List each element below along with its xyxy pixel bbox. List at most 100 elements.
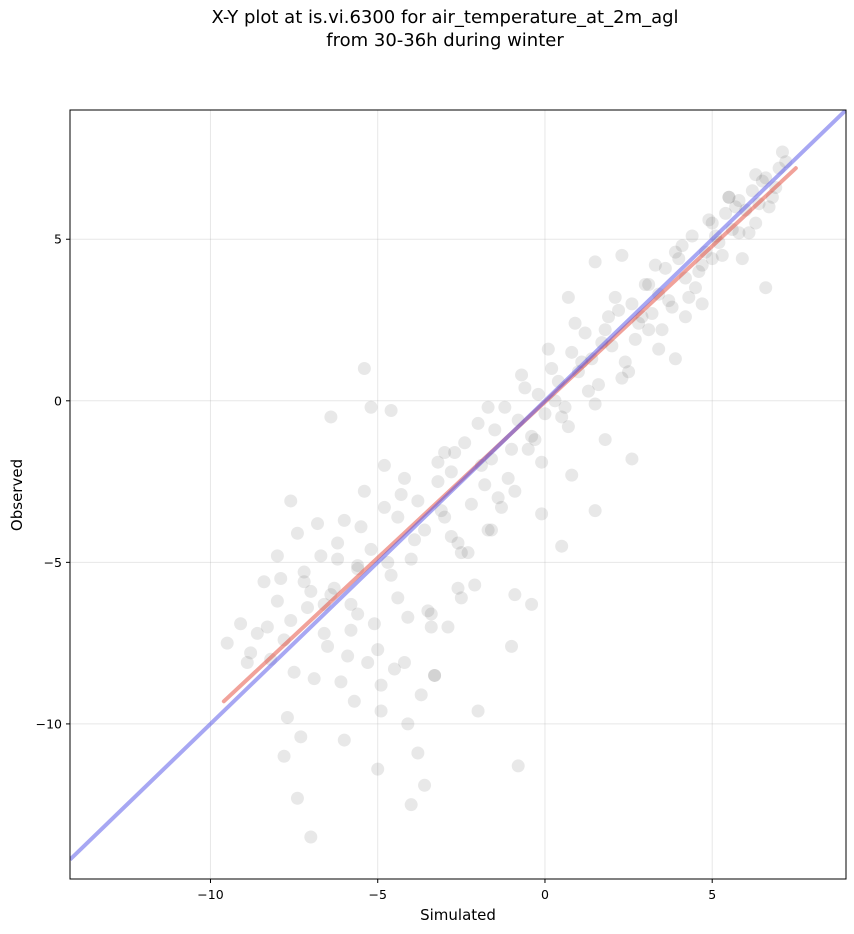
scatter-point [327, 581, 341, 595]
scatter-point [337, 733, 351, 747]
scatter-point [434, 504, 448, 518]
scatter-point [431, 455, 445, 469]
scatter-point [591, 378, 605, 392]
scatter-point [692, 265, 706, 279]
scatter-point [752, 197, 766, 211]
scatter-point [668, 352, 682, 366]
x-tick-label: −5 [369, 887, 387, 902]
scatter-point [387, 662, 401, 676]
scatter-point [719, 206, 733, 220]
scatter-point [702, 213, 716, 227]
scatter-point [290, 526, 304, 540]
scatter-point [695, 258, 709, 272]
scatter-point [705, 216, 719, 230]
scatter-point [695, 297, 709, 311]
scatter-point [675, 239, 689, 253]
scatter-point [401, 610, 415, 624]
scatter-point [685, 229, 699, 243]
scatter-point [555, 410, 569, 424]
scatter-point [311, 517, 325, 531]
scatter-point [280, 710, 294, 724]
scatter-point [377, 458, 391, 472]
scatter-point [481, 400, 495, 414]
scatter-point [324, 588, 338, 602]
scatter-point [307, 672, 321, 686]
scatter-point [351, 607, 365, 621]
scatter-point [505, 639, 519, 653]
scatter-point [759, 281, 773, 295]
scatter-point [471, 416, 485, 430]
scatter-point [652, 287, 666, 301]
scatter-point [588, 397, 602, 411]
scatter-point [759, 171, 773, 185]
scatter-point [749, 216, 763, 230]
scatter-point [341, 649, 355, 663]
scatter-point [464, 497, 478, 511]
scatter-point [565, 345, 579, 359]
scatter-point [444, 530, 458, 544]
scatter-point [548, 394, 562, 408]
scatter-point [538, 407, 552, 421]
scatter-point [404, 552, 418, 566]
scatter-point [424, 607, 438, 621]
scatter-point [722, 190, 736, 204]
scatter-point [418, 778, 432, 792]
scatter-point [678, 310, 692, 324]
scatter-point [374, 704, 388, 718]
scatter-point [745, 184, 759, 198]
scatter-point [331, 552, 345, 566]
scatter-point [729, 200, 743, 214]
scatter-point [521, 442, 535, 456]
scatter-point [571, 365, 585, 379]
scatter-point [260, 620, 274, 634]
scatter-point [397, 471, 411, 485]
scatter-point [304, 584, 318, 598]
scatter-point [317, 597, 331, 611]
scatter-point [290, 791, 304, 805]
scatter-point [451, 536, 465, 550]
x-tick-label: 5 [708, 887, 716, 902]
scatter-point [284, 494, 298, 508]
scatter-point [625, 297, 639, 311]
scatter-point [598, 323, 612, 337]
scatter-point [762, 200, 776, 214]
scatter-point [344, 623, 358, 637]
scatter-point [715, 248, 729, 262]
scatter-point [461, 546, 475, 560]
x-axis-label: Simulated [420, 906, 496, 924]
scatter-point [658, 261, 672, 275]
scatter-points [220, 145, 793, 844]
scatter-point [438, 445, 452, 459]
scatter-point [508, 484, 522, 498]
scatter-point [561, 290, 575, 304]
scatter-point [642, 277, 656, 291]
grid-lines [70, 110, 846, 879]
scatter-point [314, 549, 328, 563]
scatter-point [357, 484, 371, 498]
scatter-point [374, 678, 388, 692]
scatter-point [565, 468, 579, 482]
scatter-point [250, 626, 264, 640]
scatter-point [474, 458, 488, 472]
scatter-point [408, 533, 422, 547]
scatter-point [602, 310, 616, 324]
scatter-point [451, 581, 465, 595]
scatter-point [321, 639, 335, 653]
scatter-point [371, 762, 385, 776]
identity-line [70, 110, 846, 862]
scatter-point [581, 384, 595, 398]
scatter-point [612, 303, 626, 317]
scatter-point [755, 174, 769, 188]
scatter-point [645, 307, 659, 321]
scatter-point [561, 420, 575, 434]
scatter-point [739, 203, 753, 217]
scatter-point [421, 604, 435, 618]
scatter-point [377, 500, 391, 514]
scatter-point [441, 620, 455, 634]
scatter-point [391, 591, 405, 605]
scatter-point [357, 361, 371, 375]
scatter-point [732, 193, 746, 207]
scatter-point [361, 656, 375, 670]
scatter-point [391, 510, 405, 524]
scatter-point [742, 226, 756, 240]
